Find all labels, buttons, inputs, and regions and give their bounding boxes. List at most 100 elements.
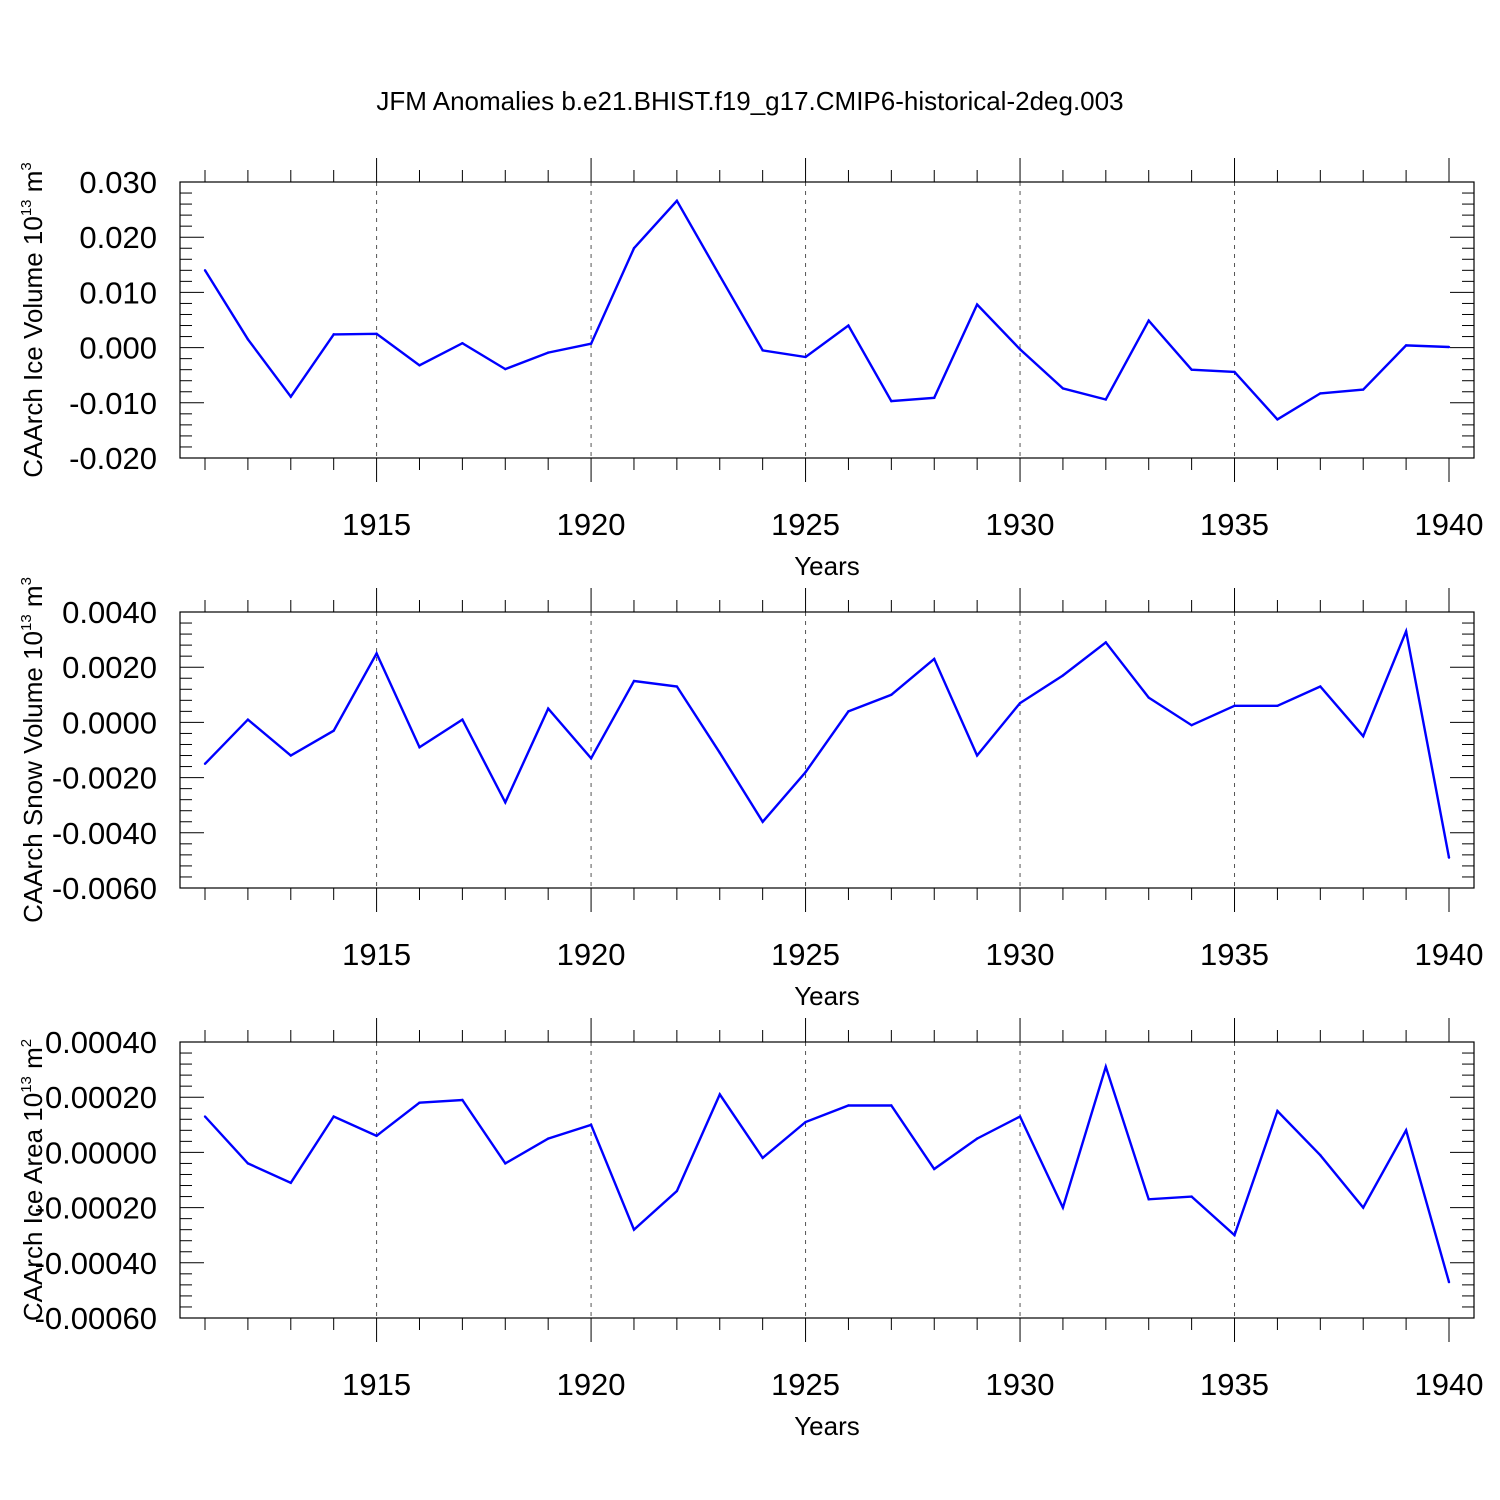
x-tick-label: 1920 <box>557 1367 626 1402</box>
data-point <box>1233 370 1236 374</box>
data-point <box>1104 398 1108 401</box>
y-axis-label-unit-exponent: 3 <box>18 162 35 170</box>
x-tick-label: 1940 <box>1415 937 1484 972</box>
series-line-snow-volume <box>204 627 1451 858</box>
plot-frame <box>179 611 1475 889</box>
x-tick-label: 1920 <box>557 937 626 972</box>
data-point <box>1190 1195 1193 1198</box>
figure-title: JFM Anomalies b.e21.BHIST.f19_g17.CMIP6-… <box>376 86 1123 116</box>
data-point <box>1404 344 1408 347</box>
data-point <box>504 801 507 804</box>
y-axis-label-unit-exponent: 3 <box>18 577 35 585</box>
series-line-ice-area <box>204 1062 1451 1283</box>
data-point <box>975 303 979 306</box>
data-point <box>589 342 593 345</box>
data-point <box>933 396 936 400</box>
data-point <box>1319 685 1322 688</box>
y-tick-label: -0.00020 <box>35 1191 157 1226</box>
data-point <box>1233 704 1236 708</box>
data-point <box>246 338 250 341</box>
x-tick-label: 1915 <box>342 1367 411 1402</box>
data-point <box>675 1189 679 1193</box>
data-point <box>1404 630 1408 633</box>
data-point <box>1147 319 1150 322</box>
data-point <box>761 820 764 823</box>
data-point <box>1362 388 1365 391</box>
data-point <box>375 1134 378 1138</box>
y-tick-label: 0.0020 <box>62 650 157 685</box>
data-point <box>632 679 636 683</box>
data-point <box>1104 641 1108 644</box>
y-tick-label: -0.0020 <box>52 761 157 796</box>
data-point <box>804 355 807 359</box>
data-point <box>1362 735 1365 738</box>
y-tick-label: 0.0000 <box>62 705 157 740</box>
y-axis-label-unit: m <box>18 171 48 200</box>
data-point <box>1362 1206 1365 1209</box>
y-tick-label: -0.0040 <box>52 816 157 851</box>
data-point <box>1447 1280 1451 1284</box>
data-point <box>1233 1234 1236 1237</box>
data-point <box>975 754 979 757</box>
y-tick-label: -0.00040 <box>35 1246 157 1281</box>
data-point <box>675 685 679 688</box>
data-point <box>203 762 207 765</box>
panel-snow-volume: -0.0060 -0.0040 -0.0020 0.0000 0.0020 0.0040 1… <box>18 577 1483 1011</box>
data-point <box>375 332 378 335</box>
data-point <box>1276 1109 1279 1113</box>
data-point <box>1147 696 1150 699</box>
data-point <box>975 1137 979 1140</box>
y-tick-label: 0.00020 <box>45 1080 157 1115</box>
x-tick-label: 1925 <box>771 507 840 542</box>
data-point <box>461 341 464 345</box>
data-point <box>933 657 936 661</box>
y-axis-label: CAArch Snow Volume 1013 m3 <box>18 577 48 923</box>
y-axis-label: CAArch Ice Volume 1013 m3 <box>18 162 48 478</box>
data-point <box>1276 704 1279 708</box>
y-tick-label: 0.0040 <box>62 595 157 630</box>
y-tick-label: -0.020 <box>69 441 157 476</box>
data-point <box>847 710 850 713</box>
data-point <box>1147 1198 1150 1201</box>
data-point <box>1447 856 1451 859</box>
data-point <box>1319 1153 1322 1157</box>
y-tick-label: 0.000 <box>79 331 157 366</box>
data-point <box>1190 368 1193 371</box>
data-point <box>289 395 292 398</box>
data-point <box>933 1167 936 1171</box>
data-point <box>504 367 507 371</box>
x-tick-label: 1915 <box>342 507 411 542</box>
y-axis-label-exponent: 13 <box>18 614 35 631</box>
data-point <box>632 1228 636 1231</box>
data-point <box>890 1104 893 1107</box>
data-point <box>718 274 721 278</box>
x-axis-label: Years <box>794 981 860 1011</box>
data-point <box>1319 392 1322 395</box>
data-point <box>632 247 636 250</box>
x-tick-label: 1940 <box>1415 507 1484 542</box>
data-point <box>1190 723 1193 727</box>
x-tick-label: 1935 <box>1200 507 1269 542</box>
data-point <box>246 718 250 721</box>
y-tick-label: -0.010 <box>69 386 157 421</box>
data-point <box>804 770 807 774</box>
data-point <box>332 333 335 336</box>
data-point <box>375 652 378 655</box>
y-tick-label: 0.010 <box>79 275 157 310</box>
data-point <box>804 1120 807 1124</box>
data-point <box>1018 701 1022 705</box>
x-tick-label: 1935 <box>1200 937 1269 972</box>
data-point <box>1447 345 1451 349</box>
data-point <box>589 757 593 760</box>
plot-frame <box>179 181 1475 459</box>
data-point <box>289 1181 292 1184</box>
y-axis-label-unit: m <box>18 585 48 614</box>
y-tick-label: -0.0060 <box>52 871 157 906</box>
data-point <box>761 1156 764 1160</box>
data-point <box>1404 1129 1408 1132</box>
y-axis-label-text: CAArch Ice Volume 10 <box>18 216 48 478</box>
y-tick-label: 0.020 <box>79 220 157 255</box>
y-axis-label: CAArch Ice Area 1013 m2 <box>18 1039 48 1321</box>
data-point <box>1061 674 1065 677</box>
